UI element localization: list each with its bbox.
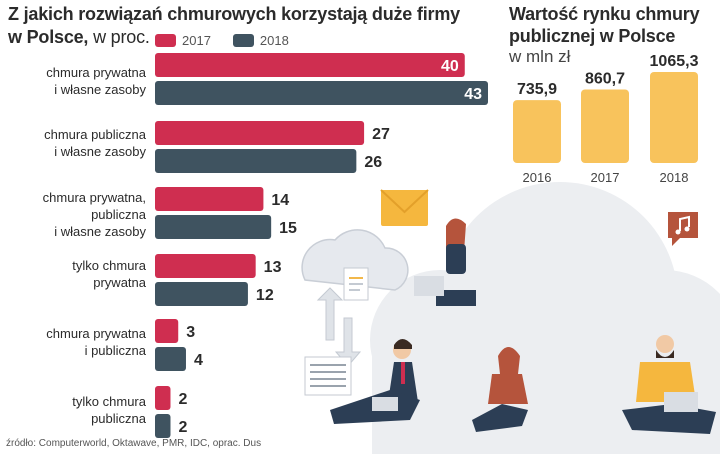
bar-value-label: 15 bbox=[279, 220, 297, 237]
document-icon bbox=[343, 267, 369, 301]
woman-laptop-figure bbox=[414, 218, 476, 306]
bar-2017 bbox=[155, 53, 465, 77]
market-value-label: 1065,3 bbox=[650, 53, 699, 70]
main-chart-title: Z jakich rozwiązań chmurowych korzystają… bbox=[8, 3, 460, 49]
bar-2018 bbox=[155, 215, 272, 239]
bar-2018 bbox=[155, 149, 357, 173]
bar-2018 bbox=[155, 347, 186, 371]
market-year-label: 2017 bbox=[591, 170, 620, 185]
market-bar bbox=[581, 89, 629, 163]
list-panel-icon bbox=[304, 356, 352, 396]
main-title-line2: w Polsce, bbox=[8, 27, 89, 47]
legend-item-2017: 2017 bbox=[155, 33, 211, 48]
category-label: chmura prywatna i własne zasoby bbox=[46, 65, 146, 97]
market-bar bbox=[513, 100, 561, 163]
bar-value-label: 2 bbox=[178, 419, 187, 436]
market-value-label: 735,9 bbox=[517, 81, 557, 98]
market-chart-unit: w mln zł bbox=[509, 47, 571, 66]
market-title-line2: publicznej w Polsce bbox=[509, 26, 676, 46]
market-chart-title: Wartość rynku chmury publicznej w Polsce bbox=[509, 3, 700, 47]
bar-value-label: 2 bbox=[178, 391, 187, 408]
envelope-icon bbox=[380, 189, 429, 226]
bar-value-label: 43 bbox=[464, 86, 482, 103]
bar-2017 bbox=[155, 187, 264, 211]
man-laptop-figure bbox=[330, 339, 420, 424]
legend-item-2018: 2018 bbox=[232, 33, 289, 48]
bar-value-label: 14 bbox=[271, 192, 289, 209]
bar-value-label: 13 bbox=[264, 259, 282, 276]
bar-value-label: 27 bbox=[372, 126, 390, 143]
category-label: chmura prywatna, publiczna i własne zaso… bbox=[42, 190, 146, 239]
bar-2017 bbox=[155, 386, 171, 410]
market-year-label: 2016 bbox=[523, 170, 552, 185]
legend-label-2018: 2018 bbox=[259, 33, 289, 48]
bar-value-label: 26 bbox=[364, 154, 382, 171]
category-label: chmura prywatna i publiczna bbox=[46, 326, 146, 358]
legend: 2017 2018 bbox=[155, 33, 311, 48]
legend-swatch-2017 bbox=[155, 34, 176, 47]
cloud-outline-icon bbox=[301, 229, 409, 291]
bar-2018 bbox=[155, 414, 171, 438]
main-title-line1: Z jakich rozwiązań chmurowych korzystają… bbox=[8, 4, 460, 24]
market-value-label: 860,7 bbox=[585, 70, 625, 87]
bar-2017 bbox=[155, 254, 256, 278]
music-note-icon bbox=[668, 212, 698, 246]
category-label: tylko chmura prywatna bbox=[72, 258, 146, 290]
bar-value-label: 12 bbox=[256, 287, 274, 304]
category-label: tylko chmura publiczna bbox=[72, 394, 146, 426]
sync-arrows-icon bbox=[316, 287, 362, 367]
bar-2018 bbox=[155, 81, 488, 105]
market-year-label: 2018 bbox=[660, 170, 689, 185]
bar-value-label: 40 bbox=[441, 58, 459, 75]
woman-sitting-figure bbox=[472, 347, 528, 432]
market-title-line1: Wartość rynku chmury bbox=[509, 4, 700, 24]
legend-label-2017: 2017 bbox=[182, 33, 211, 48]
man-yellow-figure bbox=[622, 335, 716, 434]
bar-value-label: 3 bbox=[186, 324, 195, 341]
category-label: chmura publiczna i własne zasoby bbox=[44, 127, 146, 159]
source-note: źródło: Computerworld, Oktawave, PMR, ID… bbox=[6, 438, 262, 449]
market-bar bbox=[650, 72, 698, 163]
legend-swatch-2018 bbox=[232, 34, 254, 47]
bar-2017 bbox=[155, 121, 365, 145]
bar-value-label: 4 bbox=[194, 352, 203, 369]
bar-2018 bbox=[155, 282, 248, 306]
main-chart-unit: w proc. bbox=[93, 27, 150, 47]
bar-2017 bbox=[155, 319, 179, 343]
